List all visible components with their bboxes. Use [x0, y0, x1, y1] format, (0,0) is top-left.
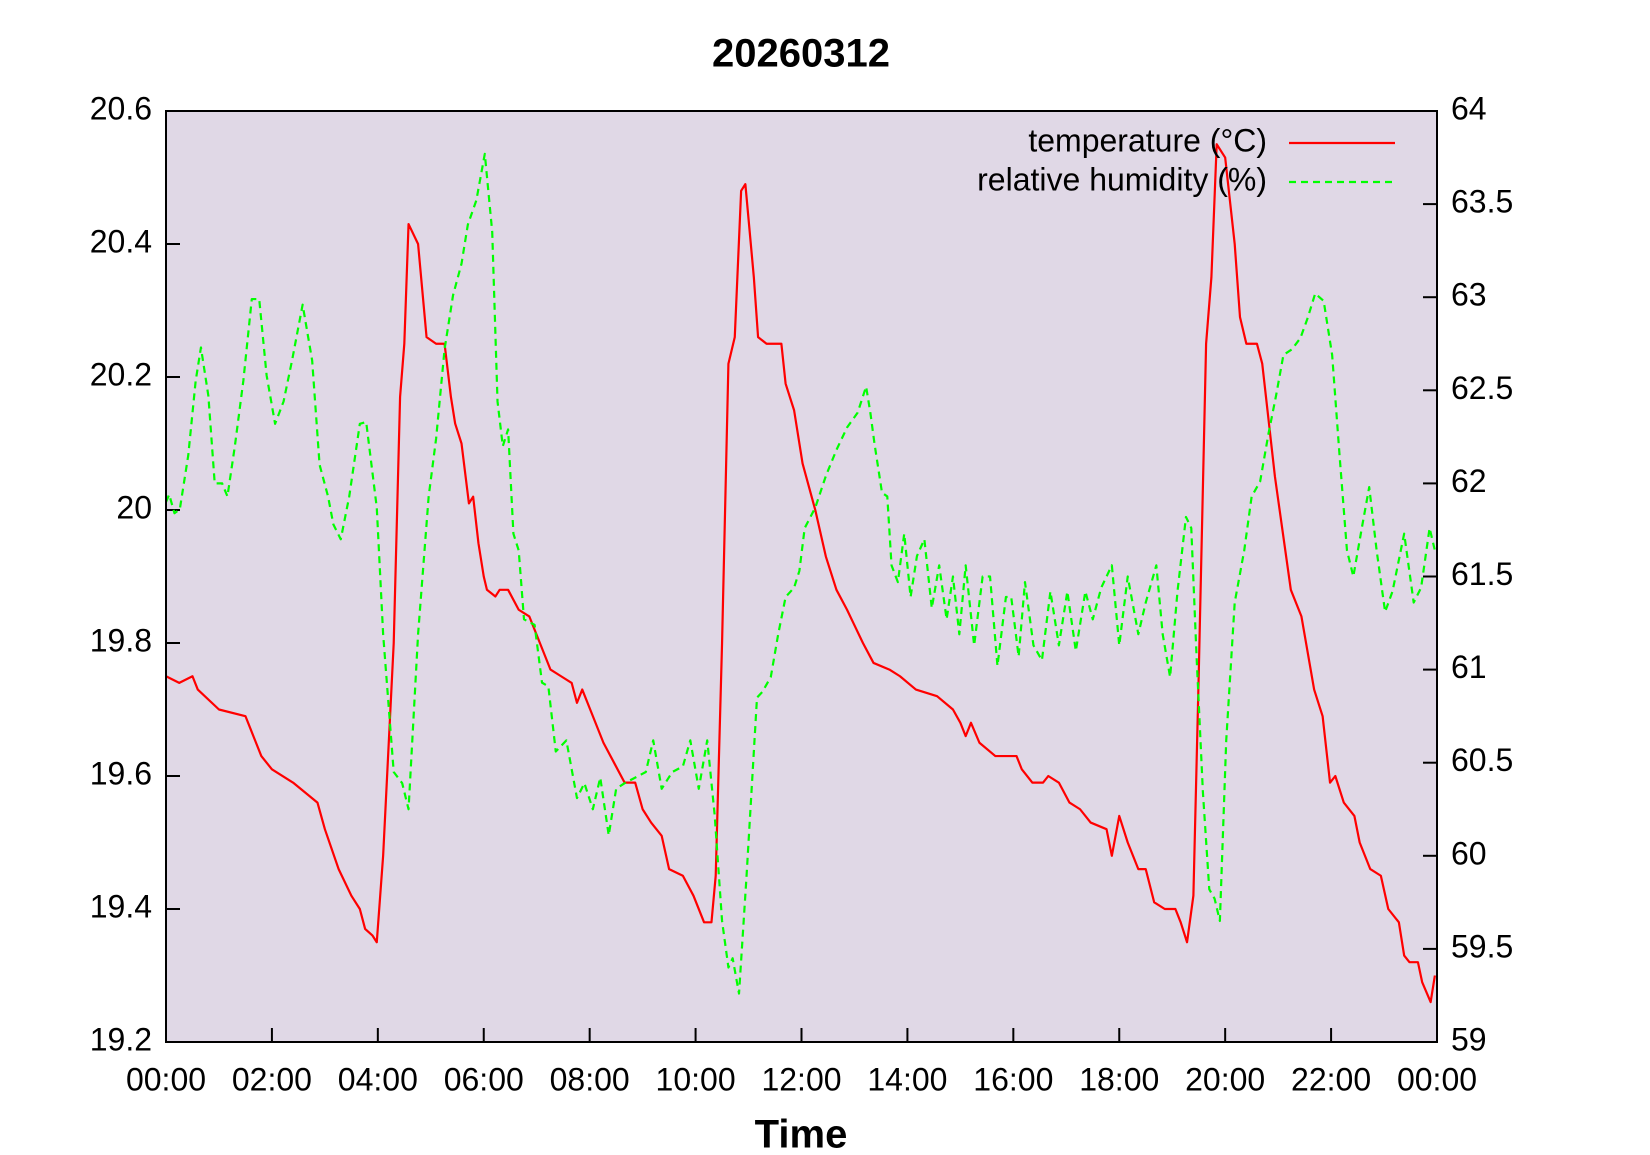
y2-tick-label: 62.5	[1451, 370, 1513, 406]
y-tick-label: 20.6	[90, 90, 152, 126]
x-tick-label: 00:00	[126, 1061, 206, 1097]
data-line	[165, 143, 1436, 1004]
y-tick-label: 19.2	[90, 1021, 152, 1057]
y-tick-label: 19.4	[90, 888, 152, 924]
y2-tick-label: 61	[1451, 649, 1487, 685]
y2-tick-label: 60.5	[1451, 742, 1513, 778]
x-tick-label: 20:00	[1185, 1061, 1265, 1097]
y2-tick-label: 59	[1451, 1021, 1487, 1057]
x-tick-label: 14:00	[867, 1061, 947, 1097]
plot-frame	[165, 110, 1438, 1043]
x-tick-label: 18:00	[1079, 1061, 1159, 1097]
y2-tick-label: 64	[1451, 90, 1487, 126]
y2-tick-label: 63.5	[1451, 184, 1513, 220]
x-tick-label: 04:00	[338, 1061, 418, 1097]
x-tick-label: 08:00	[550, 1061, 630, 1097]
y2-tick-label: 62	[1451, 463, 1487, 499]
x-tick-label: 12:00	[761, 1061, 841, 1097]
y-tick-label: 19.6	[90, 755, 152, 791]
legend-label: relative humidity (%)	[977, 161, 1267, 197]
data-line	[164, 152, 1436, 995]
x-tick-label: 06:00	[444, 1061, 524, 1097]
plot-area	[166, 111, 1437, 1042]
x-tick-label: 16:00	[973, 1061, 1053, 1097]
legend-label: temperature (°C)	[1028, 122, 1267, 158]
chart-title: 20260312	[712, 32, 890, 76]
x-tick-label: 00:00	[1397, 1061, 1477, 1097]
y-tick-label: 20.2	[90, 356, 152, 392]
y2-tick-label: 61.5	[1451, 556, 1513, 592]
y2-tick-label: 60	[1451, 835, 1487, 871]
y-tick-label: 20.4	[90, 223, 152, 259]
y2-tick-label: 63	[1451, 277, 1487, 313]
y-tick-label: 19.8	[90, 622, 152, 658]
x-tick-label: 02:00	[232, 1061, 312, 1097]
x-tick-label: 10:00	[656, 1061, 736, 1097]
x-tick-label: 22:00	[1291, 1061, 1371, 1097]
x-axis-label: Time	[755, 1113, 848, 1155]
y2-tick-label: 59.5	[1451, 928, 1513, 964]
y-tick-label: 20	[116, 489, 152, 525]
